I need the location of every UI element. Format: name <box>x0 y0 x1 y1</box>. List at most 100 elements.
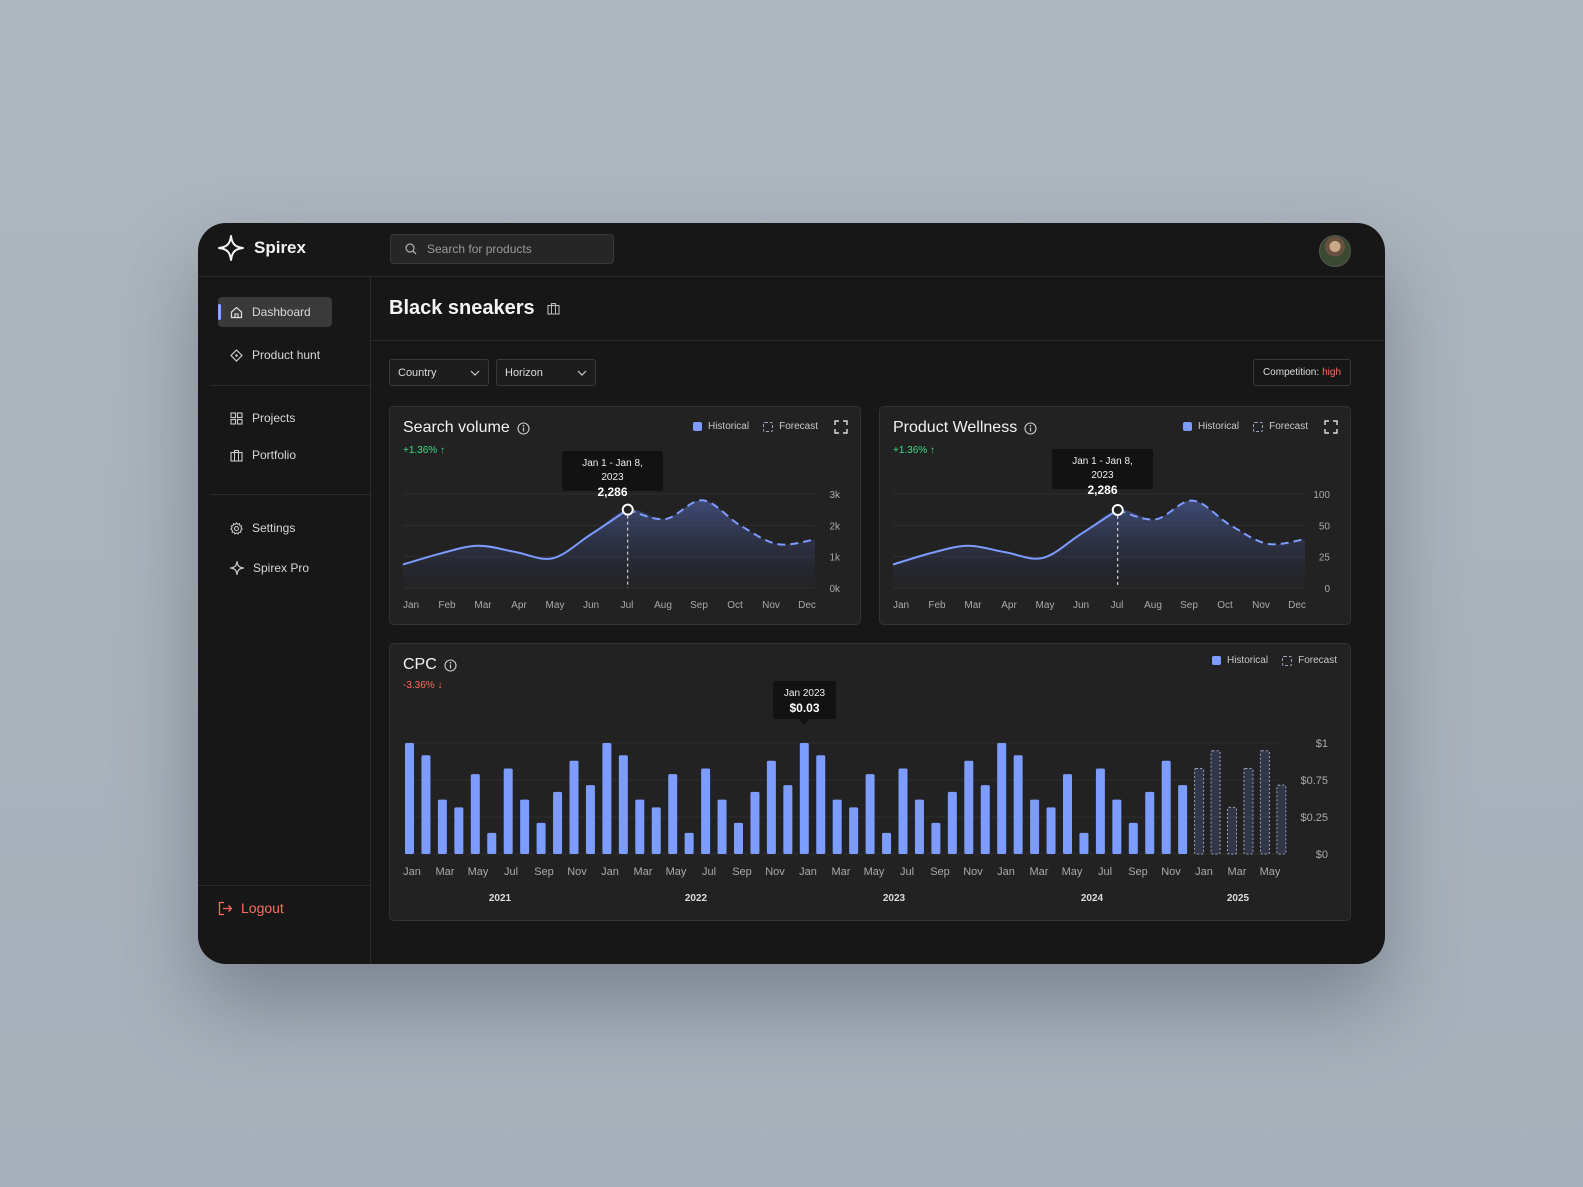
expand-icon[interactable] <box>1324 420 1338 434</box>
historical-bar[interactable] <box>487 832 497 854</box>
legend-forecast[interactable]: Forecast <box>763 421 818 432</box>
legend-forecast[interactable]: Forecast <box>1282 655 1337 666</box>
avatar[interactable] <box>1319 235 1351 267</box>
historical-bar[interactable] <box>750 791 760 854</box>
forecast-bar[interactable] <box>1259 750 1270 855</box>
x-tick-label: Jan <box>403 866 421 878</box>
historical-bar[interactable] <box>766 760 776 854</box>
historical-bar[interactable] <box>553 791 563 854</box>
historical-bar[interactable] <box>1128 822 1138 854</box>
legend-label: Historical <box>1197 421 1240 432</box>
sidebar-item-label: Portfolio <box>252 448 297 462</box>
historical-bar[interactable] <box>1095 768 1105 854</box>
home-icon <box>230 306 243 318</box>
horizon-select[interactable]: Horizon <box>496 359 596 386</box>
sidebar-item-projects[interactable]: Projects <box>218 403 295 433</box>
search-icon <box>405 243 417 255</box>
historical-bar[interactable] <box>1079 832 1089 854</box>
forecast-bar[interactable] <box>1194 768 1205 855</box>
y-tick-label: $0.25 <box>1300 812 1328 824</box>
historical-bar[interactable] <box>947 791 957 854</box>
historical-bar[interactable] <box>914 799 924 854</box>
page-title: Black sneakers <box>389 297 535 319</box>
expand-icon[interactable] <box>834 420 848 434</box>
y-tick-label: $0 <box>1316 849 1328 861</box>
historical-bar[interactable] <box>585 785 595 854</box>
search-input[interactable] <box>425 241 599 257</box>
search-box[interactable] <box>390 234 614 264</box>
historical-bar[interactable] <box>701 768 711 854</box>
historical-bar[interactable] <box>898 768 908 854</box>
briefcase-icon <box>230 449 243 462</box>
historical-bar[interactable] <box>437 799 447 854</box>
sidebar-item-portfolio[interactable]: Portfolio <box>218 440 296 470</box>
historical-bar[interactable] <box>816 755 826 854</box>
historical-bar[interactable] <box>421 755 431 854</box>
card-title: CPC <box>403 656 457 674</box>
historical-bar[interactable] <box>602 743 612 854</box>
product-wellness-card: Product Wellness +1.36% ↑ Historical For… <box>879 406 1351 625</box>
forecast-bar[interactable] <box>1276 784 1287 855</box>
historical-bar[interactable] <box>734 822 743 854</box>
historical-bar[interactable] <box>1013 755 1023 854</box>
historical-bar[interactable] <box>717 799 727 854</box>
sidebar-item-dashboard[interactable]: Dashboard <box>218 297 332 327</box>
historical-bar[interactable] <box>1178 785 1188 854</box>
legend-historical[interactable]: Historical <box>692 421 749 432</box>
highlight-point[interactable] <box>621 503 634 516</box>
legend-forecast[interactable]: Forecast <box>1253 421 1308 432</box>
chart-legend: Historical Forecast <box>1182 421 1308 432</box>
historical-bar[interactable] <box>536 822 546 854</box>
historical-bar[interactable] <box>1063 774 1072 854</box>
tooltip-value: 2,286 <box>597 485 628 499</box>
historical-bar[interactable] <box>931 822 941 854</box>
info-icon[interactable] <box>1024 421 1037 435</box>
historical-bar[interactable] <box>503 768 513 854</box>
historical-bar[interactable] <box>832 799 842 854</box>
historical-bar[interactable] <box>454 807 464 854</box>
highlight-point[interactable] <box>1111 503 1124 516</box>
logout-button[interactable]: Logout <box>218 900 284 916</box>
logo[interactable]: Spirex <box>218 235 306 261</box>
historical-bar[interactable] <box>865 774 875 854</box>
sidebar-item-settings[interactable]: Settings <box>218 513 295 543</box>
historical-bar[interactable] <box>980 785 990 854</box>
legend-historical[interactable]: Historical <box>1211 655 1269 666</box>
historical-bar[interactable] <box>849 807 859 854</box>
briefcase-icon[interactable] <box>547 302 560 315</box>
historical-bar[interactable] <box>470 774 480 854</box>
historical-bar[interactable] <box>997 743 1007 854</box>
info-icon[interactable] <box>444 658 457 672</box>
historical-bar[interactable] <box>882 832 892 854</box>
forecast-bar[interactable] <box>1243 768 1254 855</box>
historical-bar[interactable] <box>783 785 793 854</box>
forecast-bar[interactable] <box>1210 750 1221 855</box>
historical-bar[interactable] <box>618 755 628 854</box>
historical-bar[interactable] <box>684 832 694 854</box>
country-select[interactable]: Country <box>389 359 489 386</box>
historical-bar[interactable] <box>635 799 645 854</box>
historical-bar[interactable] <box>520 799 530 854</box>
historical-bar[interactable] <box>1112 799 1122 854</box>
legend-label: Historical <box>1226 655 1269 666</box>
legend-swatch <box>1182 422 1192 431</box>
chevron-down-icon <box>470 370 480 376</box>
tooltip-pointer <box>799 719 809 725</box>
historical-bar[interactable] <box>651 807 661 854</box>
x-tick-label: Apr <box>1001 600 1017 611</box>
info-icon[interactable] <box>517 421 530 435</box>
historical-bar[interactable] <box>1030 799 1040 854</box>
historical-bar[interactable] <box>569 760 579 854</box>
sidebar-item-product-hunt[interactable]: Product hunt <box>218 340 320 370</box>
sidebar-item-spirex-pro[interactable]: Spirex Pro <box>218 553 309 583</box>
historical-bar[interactable] <box>405 743 414 854</box>
historical-bar[interactable] <box>1145 791 1155 854</box>
historical-bar[interactable] <box>1046 807 1056 854</box>
forecast-bar[interactable] <box>1227 806 1237 855</box>
historical-bar[interactable] <box>668 774 678 854</box>
historical-bar[interactable] <box>1161 760 1171 854</box>
product-wellness-chart: 100 50 25 0 Jan Feb Mar Apr May Jun Jul Aug Sep Oct No… <box>892 490 1330 611</box>
legend-historical[interactable]: Historical <box>1182 421 1240 432</box>
historical-bar[interactable] <box>799 743 809 854</box>
historical-bar[interactable] <box>964 760 974 854</box>
